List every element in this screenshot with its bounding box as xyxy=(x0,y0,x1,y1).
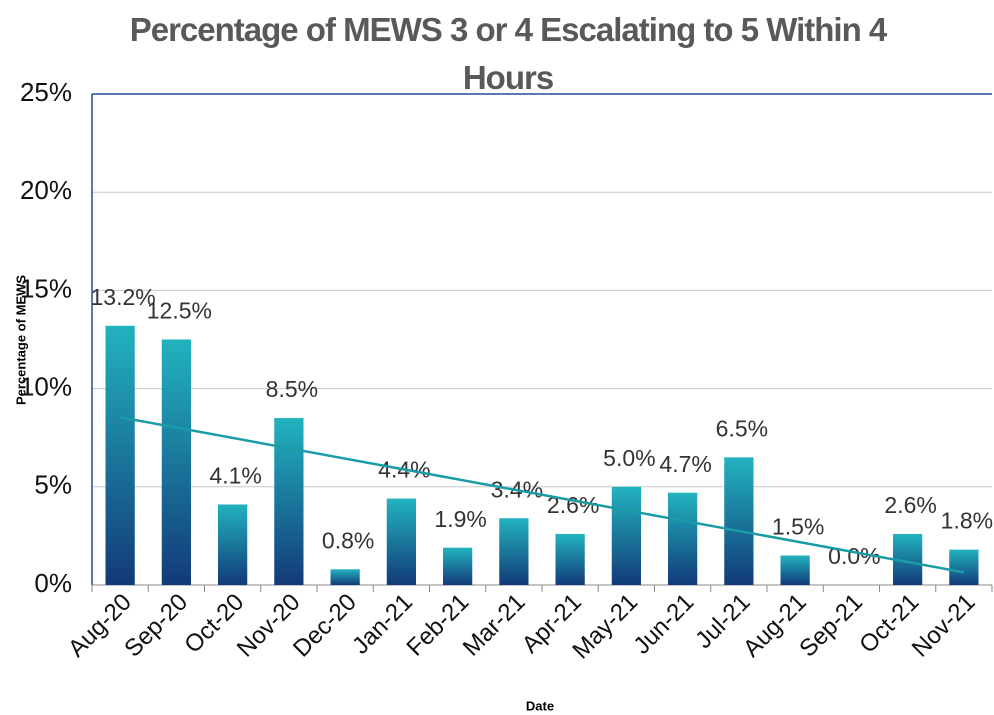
page: {"chart_data": {"type": "bar", "title": … xyxy=(0,0,994,715)
y-tick-label: 15% xyxy=(20,273,72,303)
data-label: 8.5% xyxy=(266,376,318,402)
bar xyxy=(443,548,472,585)
bar xyxy=(387,499,416,585)
x-tick-label: Sep-21 xyxy=(794,589,868,663)
data-label: 6.5% xyxy=(716,415,768,441)
x-tick-label: Aug-21 xyxy=(738,589,812,663)
x-axis-label: Date xyxy=(526,698,554,713)
bar xyxy=(274,418,303,585)
chart: Percentage of MEWS Date 0%5%10%15%20%25%… xyxy=(0,0,994,715)
bar xyxy=(162,340,191,586)
x-tick-label: Sep-20 xyxy=(119,589,193,663)
x-tick-label: Nov-21 xyxy=(907,589,981,663)
x-tick-label: Nov-20 xyxy=(232,589,306,663)
y-tick-label: 10% xyxy=(20,371,72,401)
data-label: 1.9% xyxy=(434,506,486,532)
bar xyxy=(781,556,810,585)
bar xyxy=(949,550,978,585)
data-label: 2.6% xyxy=(884,492,936,518)
data-label: 4.1% xyxy=(209,463,261,489)
bar xyxy=(218,504,247,585)
bar xyxy=(724,457,753,585)
data-label: 0.8% xyxy=(322,527,374,553)
data-label: 1.5% xyxy=(772,514,824,540)
bar xyxy=(612,487,641,585)
bar xyxy=(331,569,360,585)
x-tick-label: Jun-21 xyxy=(628,589,699,660)
data-label: 5.0% xyxy=(603,445,655,471)
bar xyxy=(106,326,135,585)
bar xyxy=(556,534,585,585)
data-label: 12.5% xyxy=(147,298,212,324)
y-tick-label: 25% xyxy=(20,77,72,107)
y-tick-label: 0% xyxy=(34,568,72,598)
bar xyxy=(499,518,528,585)
x-tick-label: Aug-20 xyxy=(63,589,137,663)
y-tick-label: 5% xyxy=(34,470,72,500)
data-label: 1.8% xyxy=(941,508,993,534)
data-label: 4.7% xyxy=(659,451,711,477)
x-tick-label: Feb-21 xyxy=(401,589,474,662)
x-tick-label: Mar-21 xyxy=(458,589,531,662)
y-tick-label: 20% xyxy=(20,175,72,205)
x-tick-label: Dec-20 xyxy=(288,589,362,663)
bar xyxy=(668,493,697,585)
